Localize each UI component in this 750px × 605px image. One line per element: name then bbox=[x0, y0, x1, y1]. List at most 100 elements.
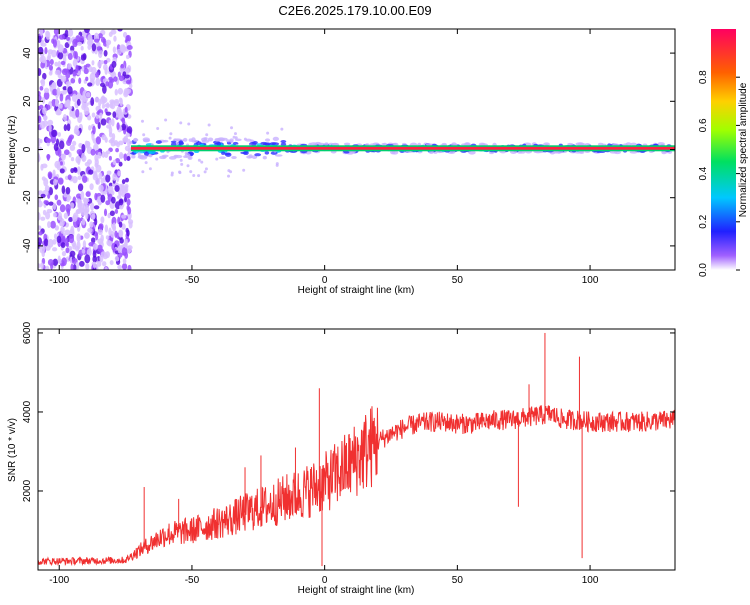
spectrogram-noise-cell bbox=[72, 214, 78, 222]
spectrogram-noise-cell bbox=[38, 46, 44, 55]
spectrogram-noise-cell bbox=[47, 171, 53, 179]
spectrogram-noise-cell bbox=[68, 234, 75, 244]
spectrogram-noise-cell bbox=[116, 106, 121, 115]
spectrogram-noise-cell bbox=[73, 50, 77, 59]
spectrogram-noise-cell bbox=[105, 200, 111, 206]
spectrogram-noise-cell bbox=[77, 41, 83, 46]
spectrogram-noise-cell bbox=[39, 85, 44, 91]
spectrogram-outlier-cell bbox=[180, 162, 184, 166]
spectrogram-noise-cell bbox=[40, 78, 46, 87]
spectrogram-noise-cell bbox=[94, 218, 98, 226]
spectrogram-noise-cell bbox=[38, 137, 42, 144]
spectrogram-band-cell bbox=[173, 154, 179, 158]
spectrogram-noise-cell bbox=[100, 177, 104, 185]
snr-x-tick-label: 50 bbox=[452, 575, 464, 586]
spectrogram-noise-cell bbox=[43, 177, 49, 187]
spectrogram-noise-cell bbox=[120, 185, 126, 193]
spectrogram-noise-cell bbox=[54, 194, 59, 201]
spectrogram-noise-cell bbox=[61, 250, 67, 257]
spectrogram-noise-cell bbox=[78, 77, 82, 84]
spectrogram-outlier-cell bbox=[184, 151, 188, 155]
spectrogram-heatmap bbox=[38, 29, 675, 270]
spectrogram-band-cell bbox=[625, 142, 632, 147]
snr-axes: -100 -50 0 50 100 2000 4000 6000 bbox=[22, 321, 675, 586]
spectrogram-noise-cell bbox=[88, 125, 92, 131]
spectrogram-noise-cell bbox=[100, 194, 106, 203]
spectrogram-noise-cell bbox=[123, 135, 129, 142]
spectrogram-x-tick-label: 100 bbox=[582, 275, 599, 286]
spectrogram-noise-cell bbox=[111, 216, 117, 226]
spectrogram-noise-cell bbox=[75, 198, 82, 203]
spectrogram-band-cell bbox=[597, 142, 604, 146]
spectrogram-noise-cell bbox=[101, 151, 106, 158]
spectrogram-noise-cell bbox=[118, 230, 123, 238]
spectrogram-noise-cell bbox=[71, 93, 77, 103]
spectrogram-noise-cell bbox=[44, 185, 50, 192]
spectrogram-noise-cell bbox=[91, 60, 95, 66]
spectrogram-band-cell bbox=[251, 155, 258, 160]
spectrogram-outlier-cell bbox=[156, 126, 160, 130]
spectrogram-band-cell bbox=[178, 140, 184, 145]
spectrogram-noise-cell bbox=[118, 140, 124, 146]
spectrogram-noise-cell bbox=[39, 29, 44, 36]
spectrogram-noise-cell bbox=[125, 54, 130, 60]
spectrogram-noise-cell bbox=[70, 45, 75, 52]
spectrogram-noise-cell bbox=[65, 81, 72, 86]
spectrogram-noise-cell bbox=[68, 135, 73, 142]
spectrogram-noise-cell bbox=[111, 133, 116, 140]
spectrogram-noise-cell bbox=[114, 184, 120, 193]
spectrogram-noise-cell bbox=[109, 99, 116, 104]
spectrogram-outlier-cell bbox=[203, 170, 207, 174]
spectrogram-outlier-cell bbox=[148, 153, 152, 157]
spectrogram-band-cell bbox=[225, 139, 232, 143]
spectrogram-band-cell bbox=[264, 138, 271, 142]
spectrogram-noise-cell bbox=[94, 97, 100, 103]
spectrogram-noise-cell bbox=[85, 191, 91, 197]
spectrogram-outlier-cell bbox=[186, 164, 190, 168]
spectrogram-outlier-cell bbox=[232, 135, 236, 139]
spectrogram-noise-cell bbox=[51, 247, 58, 252]
spectrogram-noise-cell bbox=[98, 184, 104, 192]
spectrogram-noise-cell bbox=[40, 42, 47, 47]
spectrogram-outlier-cell bbox=[176, 141, 180, 145]
spectrogram-noise-cell bbox=[74, 129, 80, 136]
spectrogram-outlier-cell bbox=[192, 173, 196, 177]
spectrogram-noise-cell bbox=[106, 42, 110, 49]
spectrogram-noise-cell bbox=[56, 39, 61, 49]
colorbar: 0.0 0.2 0.4 0.6 0.8 Normalized spectral ampl… bbox=[698, 29, 749, 277]
spectrogram-outlier-cell bbox=[168, 136, 172, 140]
spectrogram-noise-cell bbox=[38, 142, 41, 147]
spectrogram-noise-cell bbox=[127, 264, 132, 270]
spectrogram-noise-cell bbox=[57, 211, 63, 221]
spectrogram-noise-cell bbox=[126, 156, 131, 162]
spectrogram-outlier-cell bbox=[187, 122, 191, 126]
spectrogram-noise-cell bbox=[61, 185, 66, 195]
spectrogram-noise-cell bbox=[57, 60, 61, 70]
spectrogram-outlier-cell bbox=[275, 162, 279, 166]
spectrogram-noise-cell bbox=[111, 196, 116, 204]
spectrogram-band-cell bbox=[218, 156, 226, 160]
spectrogram-noise-cell bbox=[103, 208, 108, 217]
spectrogram-noise-cell bbox=[126, 245, 132, 254]
spectrogram-noise-cell bbox=[104, 137, 108, 143]
spectrogram-x-tick-label: -100 bbox=[49, 275, 69, 286]
spectrogram-noise-cell bbox=[72, 242, 77, 250]
spectrogram-noise-cell bbox=[60, 226, 65, 234]
spectrogram-outlier-cell bbox=[129, 140, 133, 144]
spectrogram-outlier-cell bbox=[164, 118, 168, 122]
spectrogram-noise-cell bbox=[43, 200, 49, 205]
spectrogram-noise-cell bbox=[72, 71, 77, 77]
spectrogram-noise-cell bbox=[53, 29, 60, 35]
spectrogram-noise-cell bbox=[75, 64, 79, 74]
spectrogram-noise-cell bbox=[115, 147, 119, 153]
spectrogram-noise-cell bbox=[125, 227, 129, 234]
snr-y-tick-label: 6000 bbox=[22, 321, 33, 344]
spectrogram-noise-cell bbox=[121, 118, 126, 125]
spectrogram-noise-cell bbox=[54, 160, 61, 169]
spectrogram-noise-cell bbox=[76, 166, 81, 175]
spectrogram-noise-cell bbox=[67, 86, 73, 95]
spectrogram-noise-cell bbox=[70, 263, 74, 270]
spectrogram-band-cell bbox=[231, 155, 237, 160]
spectrogram-noise-cell bbox=[50, 220, 56, 229]
spectrogram-noise-cell bbox=[51, 129, 57, 138]
